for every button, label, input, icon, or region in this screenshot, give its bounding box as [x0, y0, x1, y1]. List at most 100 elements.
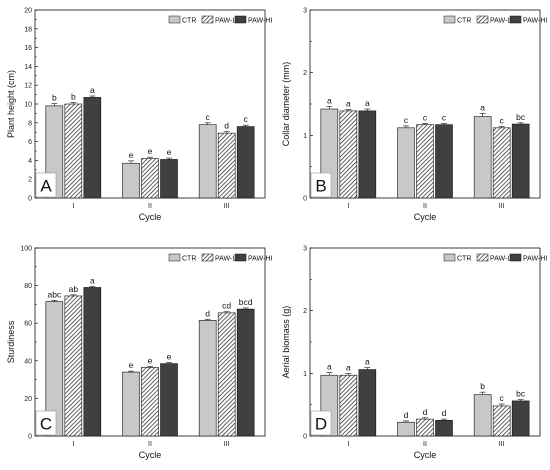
- significance-letter: e: [167, 352, 172, 362]
- y-tick-label: 1: [303, 133, 307, 140]
- y-tick-label: 6: [28, 139, 32, 146]
- bar-paw-li: [217, 312, 236, 437]
- bar-paw-li: [339, 374, 358, 437]
- y-tick-label: 40: [24, 358, 32, 365]
- bar-ctr: [397, 127, 415, 199]
- legend-swatch-paw-li: [476, 253, 489, 262]
- bar-paw-li: [217, 132, 236, 199]
- y-tick-label: 10: [24, 102, 32, 109]
- legend-swatch-ctr: [443, 15, 456, 24]
- bar-ctr: [473, 394, 492, 437]
- legend-label-paw-hi: PAW-HI: [523, 18, 547, 25]
- panel-letter: B: [315, 177, 326, 196]
- legend-label-paw-li: PAW-LI: [215, 256, 238, 263]
- significance-letter: e: [148, 146, 153, 156]
- bar-paw-hi: [435, 124, 453, 199]
- y-tick-label: 18: [24, 26, 32, 33]
- panel-letter-box: [310, 172, 332, 198]
- bar-paw-li: [492, 127, 511, 199]
- bar-paw-hi: [83, 97, 102, 199]
- x-axis-title: Cycle: [139, 450, 162, 460]
- y-tick-label: 3: [303, 246, 307, 253]
- panel-a: 0 2 4 6 8 10 12 14 16 18 20 Plant height (cm) Cycle I…: [6, 8, 272, 223]
- y-tick-label: 0: [303, 434, 307, 441]
- legend-swatch-paw-hi: [509, 253, 522, 262]
- legend-label-paw-li: PAW-LI: [490, 256, 513, 263]
- y-tick-label: 2: [28, 177, 32, 184]
- x-tick-label: III: [499, 441, 505, 448]
- significance-letter: c: [442, 112, 447, 122]
- significance-letter: b: [71, 92, 76, 102]
- bar-paw-li: [64, 103, 83, 199]
- legend-label-ctr: CTR: [457, 18, 471, 25]
- x-tick-label: I: [347, 441, 349, 448]
- panel-b: 0 1 2 3 Collar diameter (mm) Cycle Ia a a II c c c II…: [281, 8, 547, 223]
- x-tick-label: III: [224, 203, 230, 210]
- y-tick-label: 80: [24, 283, 32, 290]
- significance-letter: a: [365, 98, 370, 108]
- y-tick-label: 0: [28, 434, 32, 441]
- y-tick-label: 4: [28, 158, 32, 165]
- legend-label-paw-hi: PAW-HI: [248, 18, 272, 25]
- significance-letter: b: [52, 93, 57, 103]
- significance-letter: d: [423, 407, 428, 417]
- bar-paw-li: [416, 124, 434, 199]
- legend-label-paw-hi: PAW-HI: [523, 256, 547, 263]
- bar-ctr: [122, 371, 140, 437]
- significance-letter: e: [129, 360, 134, 370]
- significance-letter: d: [442, 408, 447, 418]
- y-axis-title: Sturdiness: [6, 320, 16, 363]
- significance-letter: c: [423, 112, 428, 122]
- legend-label-paw-li: PAW-LI: [490, 18, 513, 25]
- bar-paw-li: [339, 110, 358, 199]
- legend-swatch-ctr: [168, 253, 181, 262]
- y-axis-title: Collar diameter (mm): [281, 62, 291, 147]
- y-axis-title: Plant height (cm): [6, 70, 16, 138]
- legend-swatch-paw-li: [201, 253, 214, 262]
- y-axis-title: Aerial biomass (g): [281, 306, 291, 379]
- y-tick-label: 0: [28, 196, 32, 203]
- panel-letter: D: [315, 415, 327, 434]
- y-tick-label: 0: [303, 196, 307, 203]
- x-axis-title: Cycle: [414, 450, 437, 460]
- significance-letter: ab: [69, 284, 79, 294]
- significance-letter: bc: [516, 389, 526, 399]
- panel-letter: A: [40, 177, 52, 196]
- x-tick-label: I: [72, 441, 74, 448]
- bar-ctr: [122, 162, 140, 199]
- legend-swatch-ctr: [443, 253, 456, 262]
- significance-letter: abc: [47, 289, 61, 299]
- legend-label-ctr: CTR: [182, 18, 196, 25]
- x-tick-label: III: [499, 203, 505, 210]
- bar-paw-hi: [236, 308, 255, 437]
- bar-paw-hi: [236, 126, 255, 199]
- y-tick-label: 20: [24, 396, 32, 403]
- y-tick-label: 60: [24, 321, 32, 328]
- significance-letter: d: [205, 308, 210, 318]
- significance-letter: a: [327, 96, 332, 106]
- x-tick-label: II: [423, 203, 427, 210]
- significance-letter: bc: [516, 112, 526, 122]
- x-axis-title: Cycle: [414, 212, 437, 222]
- bar-ctr: [198, 320, 217, 437]
- significance-letter: a: [90, 275, 95, 285]
- y-tick-label: 3: [303, 8, 307, 15]
- y-tick-label: 20: [24, 8, 32, 15]
- bar-paw-li: [141, 158, 159, 199]
- x-tick-label: II: [423, 441, 427, 448]
- legend-swatch-paw-hi: [234, 253, 247, 262]
- bar-paw-hi: [358, 369, 377, 437]
- y-tick-label: 2: [303, 308, 307, 315]
- significance-letter: d: [404, 410, 409, 420]
- x-tick-label: I: [72, 203, 74, 210]
- x-tick-label: III: [224, 441, 230, 448]
- significance-letter: a: [480, 102, 485, 112]
- significance-letter: b: [480, 381, 485, 391]
- legend-label-paw-hi: PAW-HI: [248, 256, 272, 263]
- significance-letter: bcd: [239, 297, 253, 307]
- significance-letter: c: [500, 393, 505, 403]
- bar-paw-hi: [160, 159, 178, 199]
- significance-letter: e: [148, 355, 153, 365]
- x-tick-label: I: [347, 203, 349, 210]
